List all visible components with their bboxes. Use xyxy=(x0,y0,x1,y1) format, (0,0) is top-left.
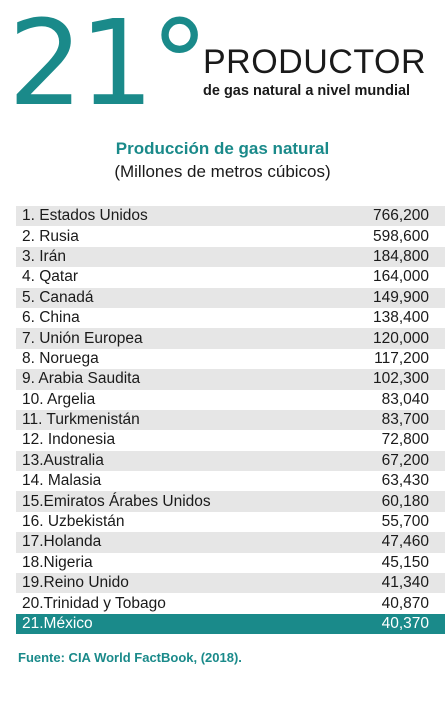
table-title: Producción de gas natural xyxy=(115,139,330,158)
production-value: 72,800 xyxy=(381,431,429,449)
country-name: 4. Qatar xyxy=(22,268,78,286)
table-row: 8. Noruega 117,200 xyxy=(16,349,445,369)
table-row: 6. China 138,400 xyxy=(16,308,445,328)
table-row: 4. Qatar 164,000 xyxy=(16,267,445,287)
table-row: 9. Arabia Saudita 102,300 xyxy=(16,369,445,390)
production-value: 60,180 xyxy=(381,492,429,510)
production-value: 83,040 xyxy=(381,390,429,408)
table-row: 7. Unión Europea 120,000 xyxy=(16,328,445,349)
production-value: 55,700 xyxy=(381,513,429,531)
production-value: 67,200 xyxy=(381,451,429,469)
country-name: 11. Turkmenistán xyxy=(22,411,140,429)
country-name: 7. Unión Europea xyxy=(22,329,143,347)
production-value: 102,300 xyxy=(372,370,429,388)
production-value: 598,600 xyxy=(372,227,429,245)
hero-title: PRODUCTOR xyxy=(203,43,426,81)
country-name: 6. China xyxy=(22,309,80,327)
production-value: 83,700 xyxy=(381,411,429,429)
ranking-table: 1. Estados Unidos 766,200 2. Rusia 598,600 3… xyxy=(16,206,445,635)
country-name: 3. Irán xyxy=(22,247,66,265)
country-name: 5. Canadá xyxy=(22,288,94,306)
table-row: 16. Uzbekistán 55,700 xyxy=(16,512,445,532)
country-name: 20.Trinidad y Tobago xyxy=(22,594,166,612)
production-value: 164,000 xyxy=(372,268,429,286)
country-name: 10. Argelia xyxy=(22,390,96,408)
table-row: 3. Irán 184,800 xyxy=(16,246,445,268)
table-row: 11. Turkmenistán 83,700 xyxy=(16,409,445,431)
country-name: 14. Malasia xyxy=(22,472,102,490)
production-value: 138,400 xyxy=(372,309,429,327)
table-row: 19.Reino Unido 41,340 xyxy=(16,573,445,594)
country-name: 17.Holanda xyxy=(22,533,102,551)
country-name: 1. Estados Unidos xyxy=(22,207,148,225)
hero-header: 21° PRODUCTOR de gas natural a nivel mun… xyxy=(0,0,445,130)
production-value: 40,870 xyxy=(381,594,429,612)
hero-subtitle: de gas natural a nivel mundial xyxy=(203,83,411,99)
production-value: 47,460 xyxy=(381,533,429,551)
country-name: 8. Noruega xyxy=(22,349,99,367)
production-value: 63,430 xyxy=(381,472,429,490)
production-value: 184,800 xyxy=(372,247,429,265)
table-row: 1. Estados Unidos 766,200 xyxy=(16,206,445,227)
table-row: 14. Malasia 63,430 xyxy=(16,471,445,491)
country-name: 18.Nigeria xyxy=(22,553,93,571)
table-row: 2. Rusia 598,600 xyxy=(16,226,445,246)
table-row: 17.Holanda 47,460 xyxy=(16,532,445,553)
production-value: 40,370 xyxy=(381,615,429,632)
country-name: 19.Reino Unido xyxy=(22,574,129,592)
table-row: 21.México 40,370 xyxy=(16,613,445,635)
country-name: 21.México xyxy=(22,615,93,632)
production-value: 149,900 xyxy=(372,288,429,306)
production-value: 45,150 xyxy=(381,553,429,571)
table-row: 15.Emiratos Árabes Unidos 60,180 xyxy=(16,491,445,512)
table-subtitle: (Millones de metros cúbicos) xyxy=(114,162,331,181)
production-value: 117,200 xyxy=(374,349,429,367)
country-name: 16. Uzbekistán xyxy=(22,513,125,531)
country-name: 15.Emiratos Árabes Unidos xyxy=(22,492,211,510)
table-row: 18.Nigeria 45,150 xyxy=(16,553,445,573)
table-row: 20.Trinidad y Tobago 40,870 xyxy=(16,593,445,613)
ranking-table-body: 1. Estados Unidos 766,200 2. Rusia 598,600 3… xyxy=(16,206,445,635)
country-name: 13.Australia xyxy=(22,451,104,469)
production-value: 41,340 xyxy=(381,574,429,592)
table-row: 12. Indonesia 72,800 xyxy=(16,430,445,450)
production-value: 766,200 xyxy=(372,207,429,225)
table-row: 10. Argelia 83,040 xyxy=(16,390,445,410)
table-row: 13.Australia 67,200 xyxy=(16,450,445,472)
production-value: 120,000 xyxy=(372,329,429,347)
rank-number: 21° xyxy=(8,0,209,132)
country-name: 2. Rusia xyxy=(22,227,79,245)
table-row: 5. Canadá 149,900 xyxy=(16,287,445,308)
country-name: 9. Arabia Saudita xyxy=(22,370,141,388)
country-name: 12. Indonesia xyxy=(22,431,116,449)
source-note: Fuente: CIA World FactBook, (2018). xyxy=(18,650,242,665)
